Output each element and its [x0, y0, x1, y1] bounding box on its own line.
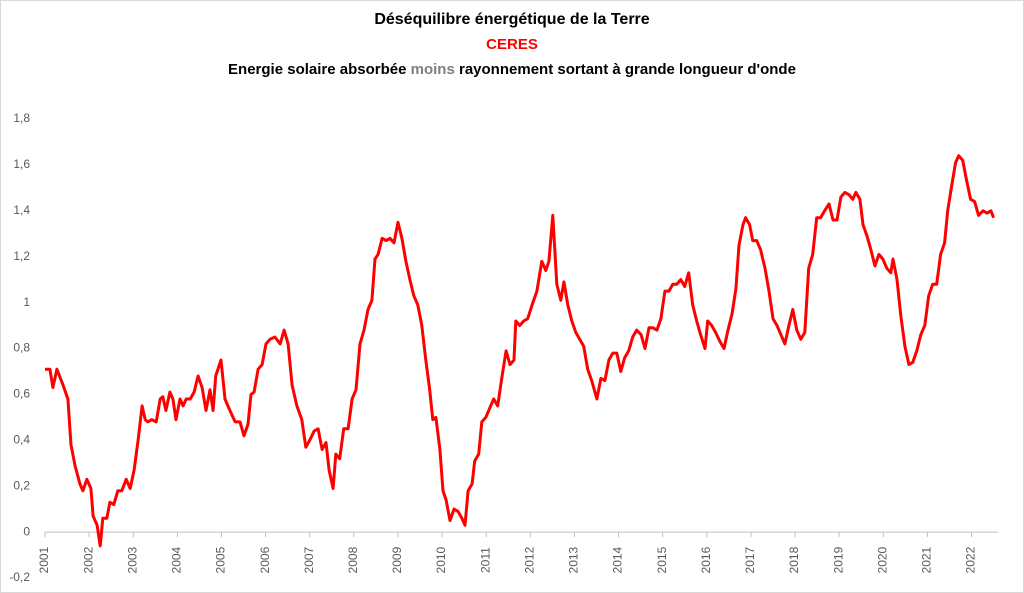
- x-tick-label: 2006: [258, 546, 272, 573]
- x-tick-label: 2001: [37, 546, 51, 573]
- chart-title: Déséquilibre énergétique de la Terre: [374, 11, 649, 28]
- x-tick-label: 2007: [302, 546, 316, 573]
- y-tick-label: 1: [23, 295, 30, 309]
- description-part: Energie solaire absorbée: [228, 61, 406, 78]
- x-tick-label: 2008: [346, 546, 360, 573]
- y-tick-label: 0,6: [13, 387, 30, 401]
- x-tick-label: 2015: [655, 546, 669, 573]
- x-tick-label: 2011: [478, 547, 492, 573]
- data-line: [45, 154, 995, 548]
- chart-description: Energie solaire absorbée moins rayonneme…: [228, 61, 796, 78]
- description-part: rayonnement sortant à grande longueur d'…: [459, 61, 796, 78]
- x-tick-label: 2016: [699, 546, 713, 573]
- y-tick-label: 1,4: [13, 203, 30, 217]
- x-tick-label: 2009: [390, 546, 404, 573]
- description-part: moins: [411, 61, 455, 78]
- x-tick-label: 2020: [875, 546, 889, 573]
- y-tick-label: 0,4: [13, 432, 30, 446]
- x-tick-label: 2002: [81, 546, 95, 573]
- y-tick-label: 1,6: [13, 157, 30, 171]
- x-tick-label: 2005: [214, 546, 228, 573]
- x-tick-label: 2003: [125, 546, 139, 573]
- y-tick-label: 1,2: [13, 249, 30, 263]
- x-tick-label: 2010: [434, 546, 448, 573]
- x-tick-label: 2018: [787, 546, 801, 573]
- y-tick-label: 0,2: [13, 478, 30, 492]
- x-tick-label: 2012: [522, 546, 536, 573]
- x-tick-label: 2017: [743, 546, 757, 573]
- y-tick-label: 0: [23, 524, 30, 538]
- x-tick-label: 2019: [831, 546, 845, 573]
- x-tick-label: 2013: [567, 546, 581, 573]
- y-tick-label: 0,8: [13, 341, 30, 355]
- x-tick-label: 2022: [964, 546, 978, 573]
- y-tick-label: 1,8: [13, 111, 30, 125]
- x-tick-label: 2014: [611, 546, 625, 573]
- chart-subtitle: CERES: [486, 36, 538, 53]
- x-tick-label: 2021: [920, 546, 934, 573]
- x-tick-label: 2004: [170, 546, 184, 573]
- y-tick-label: -0,2: [9, 570, 30, 584]
